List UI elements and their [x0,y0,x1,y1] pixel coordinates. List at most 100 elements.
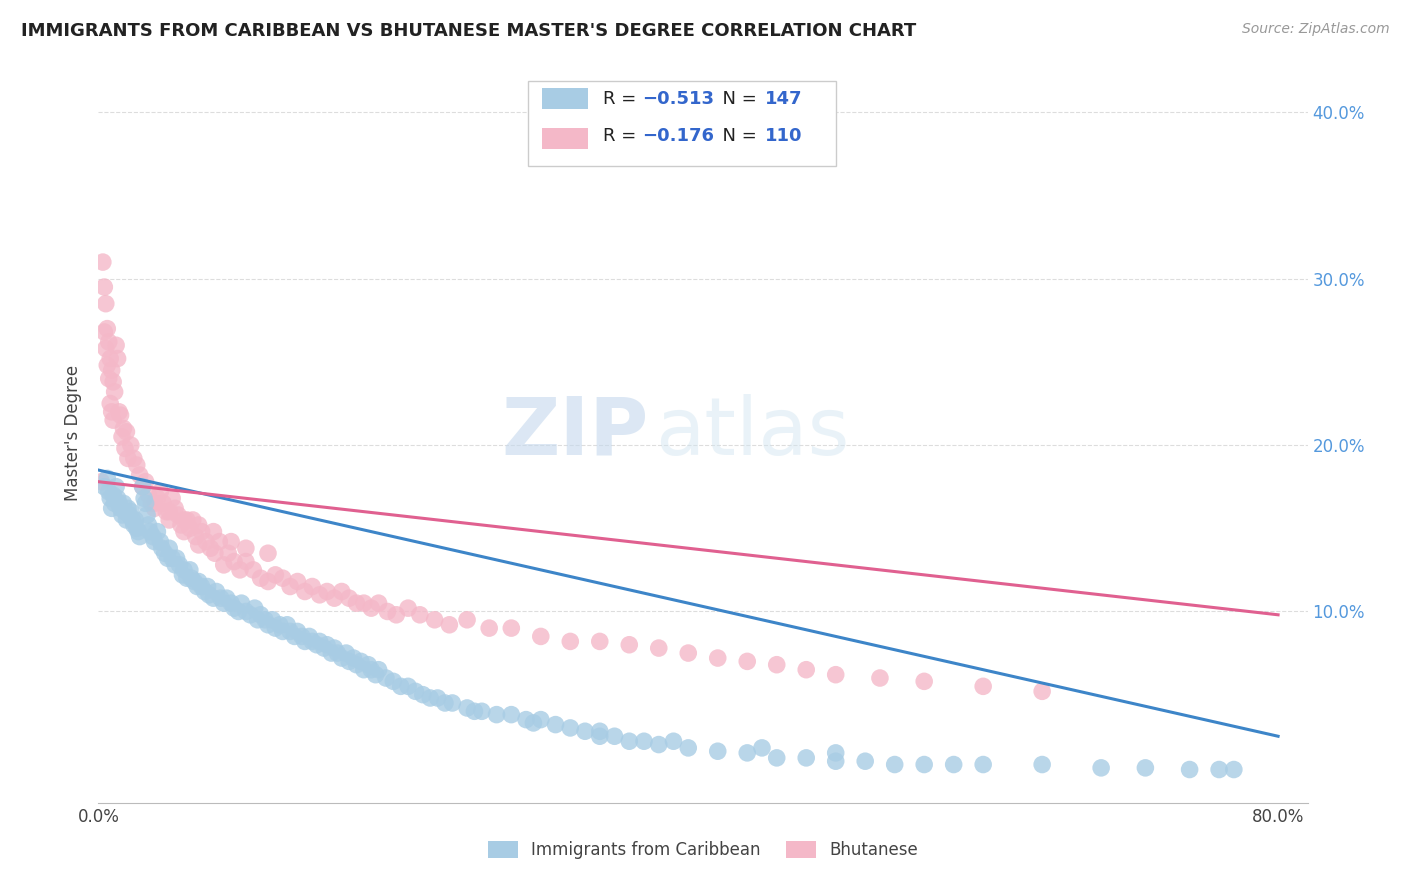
Point [122,518,145,533]
Point [276,617,298,632]
Point [222,555,245,569]
Point [143,501,166,516]
Point [335,646,357,660]
Point [110,501,132,516]
Point [142,530,165,544]
Point [125,521,148,535]
Point [98,351,121,366]
Point [316,638,339,652]
Point [353,663,375,677]
Point [1031,757,1053,772]
Point [456,701,478,715]
Point [257,617,280,632]
Point [485,707,508,722]
Point [603,729,626,743]
Point [235,605,257,619]
Point [212,558,235,572]
Point [294,634,316,648]
Point [648,738,671,752]
Point [194,584,217,599]
Point [101,488,124,502]
Point [346,657,368,672]
Point [350,654,373,668]
Point [560,721,582,735]
Point [409,607,432,622]
Point [97,484,120,499]
Point [312,641,335,656]
Point [120,505,142,519]
Text: 110: 110 [765,127,803,145]
Point [217,546,239,560]
Point [124,513,146,527]
Point [101,413,124,427]
Point [179,521,201,535]
Point [146,491,169,506]
Point [648,641,671,656]
Point [385,607,408,622]
Point [501,707,523,722]
Point [824,746,846,760]
Point [560,634,582,648]
Point [353,596,375,610]
Point [169,558,191,572]
Point [149,484,172,499]
Point [530,629,553,643]
Point [396,679,419,693]
Point [198,588,221,602]
Point [125,458,148,472]
Point [127,524,149,539]
Point [589,729,612,743]
Point [135,496,157,510]
Point [202,591,225,606]
Point [404,684,426,698]
Point [187,538,209,552]
Point [173,513,195,527]
Text: R =: R = [603,127,641,145]
Text: IMMIGRANTS FROM CARIBBEAN VS BHUTANESE MASTER'S DEGREE CORRELATION CHART: IMMIGRANTS FROM CARIBBEAN VS BHUTANESE M… [21,22,917,40]
Point [179,563,201,577]
Point [98,396,121,410]
Point [204,546,226,560]
Point [176,571,198,585]
Point [118,508,141,522]
Point [323,591,346,606]
Point [115,425,138,439]
Point [544,717,567,731]
Point [219,534,242,549]
Point [104,496,127,510]
Point [735,654,758,668]
Point [131,480,153,494]
Point [235,555,257,569]
Point [141,496,163,510]
Point [375,671,398,685]
Point [115,513,138,527]
Point [271,571,294,585]
FancyBboxPatch shape [527,81,837,166]
Point [249,571,271,585]
Point [91,255,114,269]
Point [589,634,612,648]
Point [167,508,190,522]
Point [441,696,464,710]
Text: atlas: atlas [655,393,849,472]
Point [678,740,700,755]
Point [1031,684,1053,698]
Legend: Immigrants from Caribbean, Bhutanese: Immigrants from Caribbean, Bhutanese [481,834,925,866]
Point [128,530,150,544]
Text: Source: ZipAtlas.com: Source: ZipAtlas.com [1241,22,1389,37]
Point [235,541,257,556]
Point [212,596,235,610]
Point [463,704,485,718]
Point [972,679,994,693]
Point [135,475,157,489]
Point [264,621,287,635]
Point [146,524,169,539]
Point [308,588,330,602]
Point [765,751,787,765]
Point [323,641,346,656]
Point [93,280,115,294]
Point [166,551,188,566]
Point [172,567,194,582]
Point [183,574,205,589]
Point [337,591,360,606]
